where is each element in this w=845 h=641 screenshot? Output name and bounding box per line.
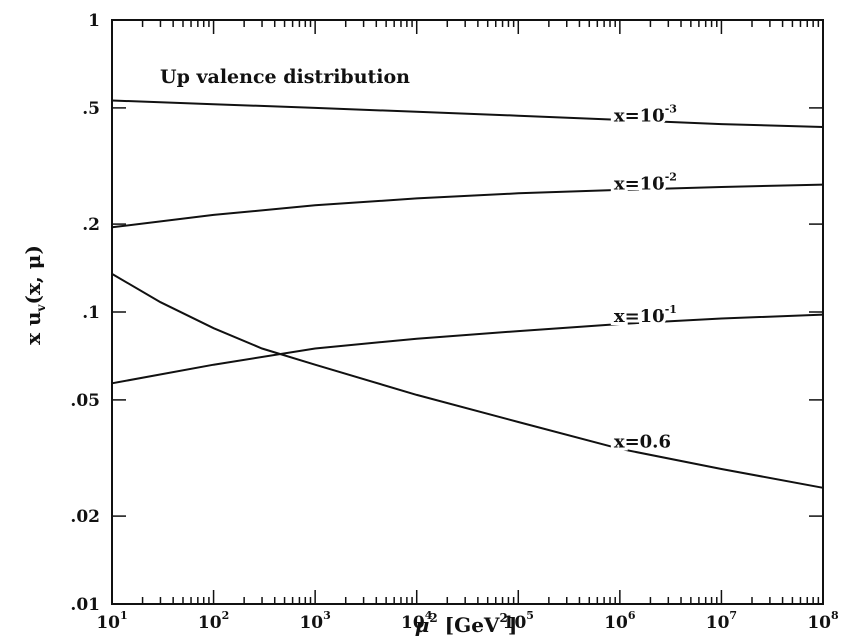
- series-label-2: x=10-2: [614, 171, 677, 195]
- y-tick-label: .5: [82, 99, 100, 119]
- y-tick-label: .02: [70, 507, 100, 527]
- x-tick-label: 104: [401, 609, 433, 633]
- x-tick-label: 103: [299, 609, 330, 633]
- series-group: [111, 99, 824, 489]
- chart-title: Up valence distribution: [160, 66, 410, 88]
- y-tick-label: .1: [82, 303, 100, 323]
- axis-ticks: [111, 20, 824, 605]
- y-tick-label: 1: [88, 11, 100, 31]
- series-line-3: [111, 313, 824, 385]
- series-label-3: x=10-1: [614, 303, 677, 327]
- x-tick-label: 107: [706, 609, 737, 633]
- x-tick-label: 101: [96, 609, 127, 633]
- series-line-2: [111, 183, 824, 229]
- plot-frame: [111, 19, 824, 605]
- series-line-1: [111, 99, 824, 128]
- y-axis-label: x uv(x, μ): [21, 245, 48, 345]
- y-tick-label: .05: [70, 391, 100, 411]
- series-line-4: [111, 273, 824, 489]
- y-tick-label: .2: [82, 215, 100, 235]
- x-tick-label: 105: [503, 609, 534, 633]
- y-tick-labels: .01 .02 .05 .1 .2 .5 1: [70, 11, 100, 615]
- y-tick-label: .01: [70, 595, 100, 615]
- series-label-1: x=10-3: [614, 103, 677, 127]
- x-tick-label: 108: [807, 609, 839, 633]
- x-tick-labels: 101 102 103 104 105 106 107 108: [96, 609, 839, 633]
- series-label-4: x=0.6: [614, 432, 671, 453]
- x-tick-label: 106: [604, 609, 636, 633]
- series-labels: x=10-3 x=10-2 x=10-1 x=0.6: [611, 100, 680, 456]
- x-tick-label: 102: [198, 609, 229, 633]
- x-axis-label: μ2 [GeV2]: [415, 611, 518, 637]
